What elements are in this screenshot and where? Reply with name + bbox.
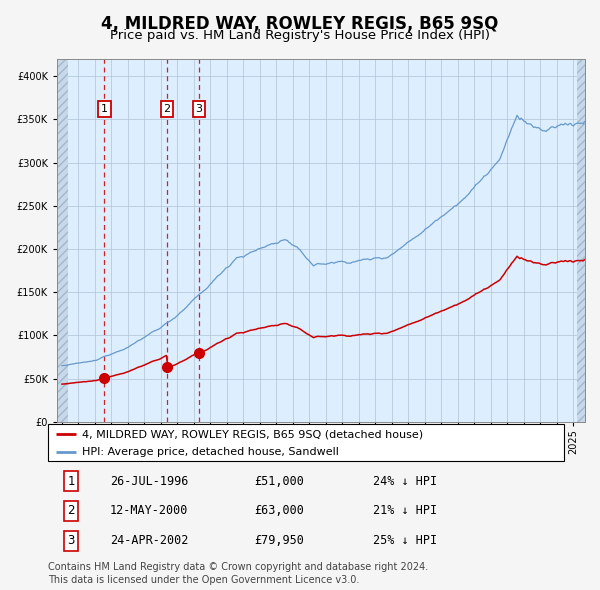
Text: 2: 2 <box>67 504 75 517</box>
Text: 24-APR-2002: 24-APR-2002 <box>110 535 188 548</box>
Text: 4, MILDRED WAY, ROWLEY REGIS, B65 9SQ: 4, MILDRED WAY, ROWLEY REGIS, B65 9SQ <box>101 15 499 33</box>
Text: 26-JUL-1996: 26-JUL-1996 <box>110 474 188 487</box>
Text: HPI: Average price, detached house, Sandwell: HPI: Average price, detached house, Sand… <box>82 447 338 457</box>
Text: 1: 1 <box>101 104 108 114</box>
Text: 24% ↓ HPI: 24% ↓ HPI <box>373 474 437 487</box>
Text: 25% ↓ HPI: 25% ↓ HPI <box>373 535 437 548</box>
Text: 2: 2 <box>163 104 170 114</box>
Text: £63,000: £63,000 <box>254 504 304 517</box>
Text: 3: 3 <box>196 104 203 114</box>
Text: 1: 1 <box>67 474 75 487</box>
Text: 3: 3 <box>68 535 75 548</box>
FancyBboxPatch shape <box>48 424 564 461</box>
Text: £51,000: £51,000 <box>254 474 304 487</box>
Text: Price paid vs. HM Land Registry's House Price Index (HPI): Price paid vs. HM Land Registry's House … <box>110 30 490 42</box>
Text: 21% ↓ HPI: 21% ↓ HPI <box>373 504 437 517</box>
Text: 4, MILDRED WAY, ROWLEY REGIS, B65 9SQ (detached house): 4, MILDRED WAY, ROWLEY REGIS, B65 9SQ (d… <box>82 430 422 439</box>
Text: Contains HM Land Registry data © Crown copyright and database right 2024.
This d: Contains HM Land Registry data © Crown c… <box>48 562 428 585</box>
Text: £79,950: £79,950 <box>254 535 304 548</box>
Text: 12-MAY-2000: 12-MAY-2000 <box>110 504 188 517</box>
